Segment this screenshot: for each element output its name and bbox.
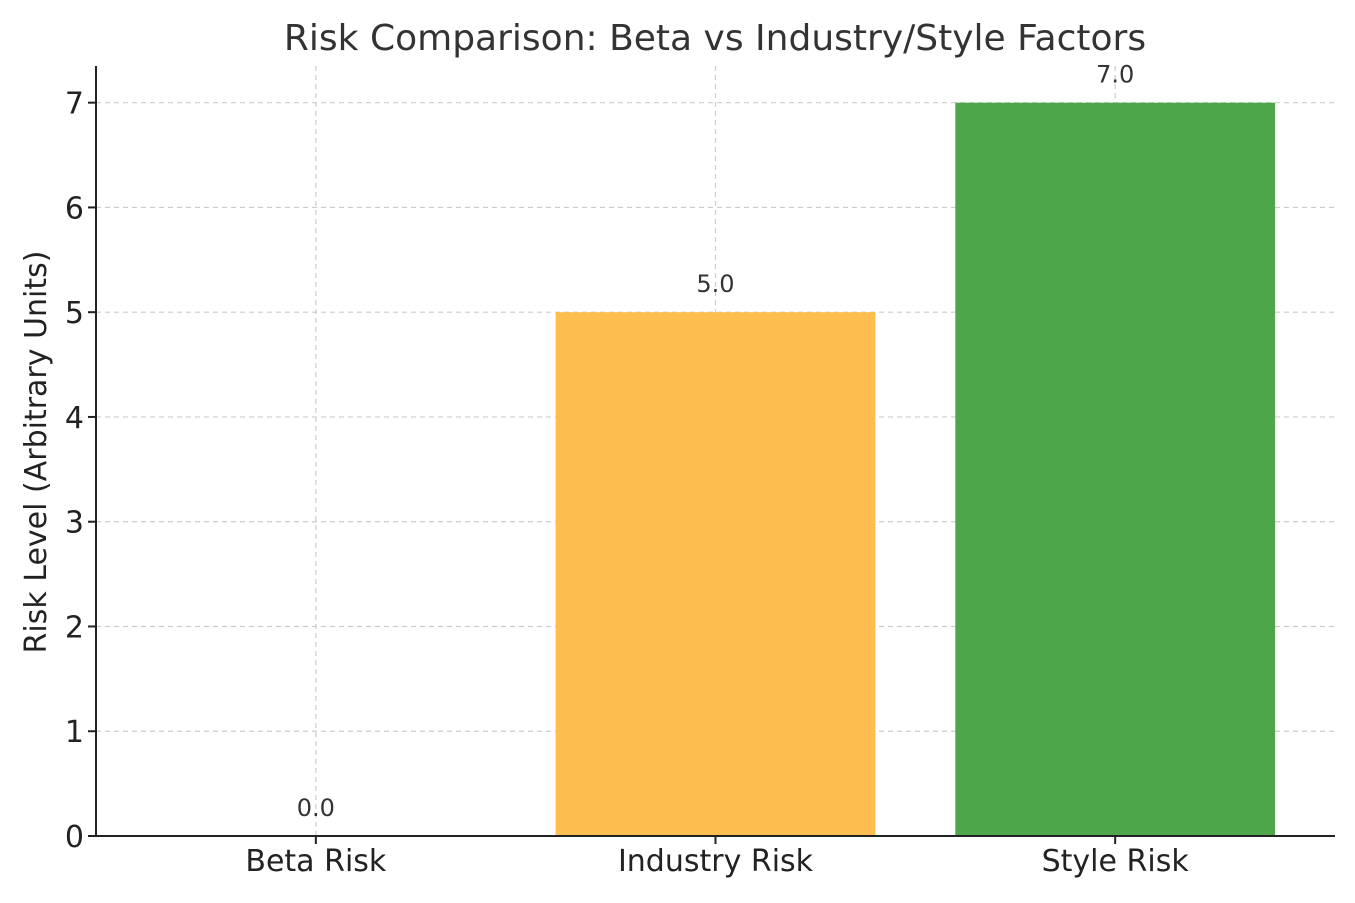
y-tick-label: 2 <box>65 610 84 645</box>
y-axis-label: Risk Level (Arbitrary Units) <box>19 251 54 654</box>
bar-value-label: 5.0 <box>696 270 734 298</box>
axes <box>88 66 1335 844</box>
bar <box>955 102 1276 836</box>
y-tick-label: 6 <box>65 191 84 226</box>
x-tick-label: Industry Risk <box>618 844 814 879</box>
x-tick-label: Style Risk <box>1042 844 1190 879</box>
bar-value-label: 7.0 <box>1096 61 1134 89</box>
bar <box>555 312 876 836</box>
chart-title: Risk Comparison: Beta vs Industry/Style … <box>284 18 1146 59</box>
y-tick-label: 4 <box>65 401 84 436</box>
labels: 0 1 2 3 4 5 6 7 0.0 Beta Risk 5.0 Industry Risk 7.0 S… <box>65 61 1189 879</box>
x-tick-label: Beta Risk <box>245 844 387 879</box>
y-tick-label: 1 <box>65 715 84 750</box>
y-tick-label: 7 <box>65 87 84 122</box>
bars <box>555 102 1276 836</box>
y-tick-label: 3 <box>65 506 84 541</box>
y-tick-label: 5 <box>65 296 84 331</box>
bar-value-label: 0.0 <box>297 794 335 822</box>
y-tick-label: 0 <box>65 820 84 855</box>
